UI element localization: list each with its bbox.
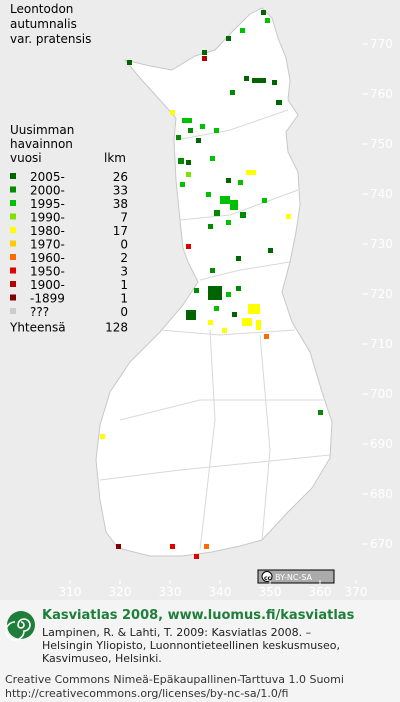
citation: Helsingin Yliopisto, Luonnontieteellinen… bbox=[42, 639, 340, 652]
legend-count: 2 bbox=[120, 251, 128, 265]
y-tick-label: 730 bbox=[370, 237, 393, 251]
legend-header: vuosi bbox=[10, 151, 42, 165]
legend-label: 1990- bbox=[30, 211, 65, 225]
legend-header: Uusimman bbox=[10, 123, 74, 137]
legend-swatch bbox=[10, 294, 16, 301]
y-tick-label: 670 bbox=[370, 537, 393, 551]
legend-label: 1900- bbox=[30, 278, 65, 292]
legend-swatch bbox=[10, 173, 16, 179]
x-tick-label: 360 bbox=[309, 585, 332, 599]
footer-heading: Kasviatlas 2008, www.luomus.fi/kasviatla… bbox=[42, 608, 355, 623]
legend-count: 0 bbox=[120, 305, 128, 319]
license-text: Creative Commons Nimeä-Epäkaupallinen-Ta… bbox=[5, 673, 344, 686]
y-tick-label: 710 bbox=[370, 337, 393, 351]
legend-count: 33 bbox=[113, 184, 128, 198]
x-tick-label: 370 bbox=[345, 585, 368, 599]
legend-count: 26 bbox=[113, 170, 128, 184]
legend-count-header: lkm bbox=[104, 151, 126, 165]
legend-swatch bbox=[10, 281, 16, 287]
region-borders bbox=[99, 109, 331, 551]
legend-label: -1899 bbox=[30, 292, 65, 306]
svg-text:cc: cc bbox=[264, 575, 272, 582]
legend-swatch bbox=[10, 186, 16, 193]
y-tick-label: 740 bbox=[370, 187, 393, 201]
x-tick-label: 330 bbox=[159, 585, 182, 599]
map-title: autumnalis bbox=[10, 17, 77, 31]
legend-swatch bbox=[10, 200, 16, 206]
x-tick-label: 310 bbox=[59, 585, 82, 599]
legend-count: 1 bbox=[120, 292, 128, 306]
y-tick-label: 690 bbox=[370, 437, 393, 451]
footer-bg bbox=[0, 600, 400, 702]
x-tick-label: 320 bbox=[109, 585, 132, 599]
license-badge: BY-NC-SA bbox=[275, 573, 313, 582]
legend-label: 1980- bbox=[30, 224, 65, 238]
license-text: http://creativecommons.org/licenses/by-n… bbox=[5, 687, 288, 700]
map-title: Leontodon bbox=[10, 2, 73, 16]
legend-label: 1950- bbox=[30, 265, 65, 279]
legend-label: 1960- bbox=[30, 251, 65, 265]
legend-swatch bbox=[10, 240, 16, 247]
legend-count: 17 bbox=[113, 224, 128, 238]
legend-swatch bbox=[10, 227, 16, 233]
legend-total: 128 bbox=[105, 321, 128, 335]
observation-squares bbox=[100, 10, 323, 559]
x-tick-label: 350 bbox=[259, 585, 282, 599]
legend-swatch bbox=[10, 267, 16, 274]
legend-label: ??? bbox=[30, 305, 49, 319]
legend-swatch bbox=[10, 213, 16, 220]
citation: Kasvimuseo, Helsinki. bbox=[42, 652, 162, 665]
y-tick-label: 720 bbox=[370, 287, 393, 301]
map-title: var. pratensis bbox=[10, 32, 91, 46]
legend-count: 38 bbox=[113, 197, 128, 211]
legend-total-label: Yhteensä bbox=[9, 321, 66, 335]
legend-label: 2000- bbox=[30, 184, 65, 198]
x-tick-label: 340 bbox=[209, 585, 232, 599]
legend-count: 7 bbox=[120, 211, 128, 225]
legend-label: 2005- bbox=[30, 170, 65, 184]
finland-outline bbox=[95, 7, 333, 557]
y-tick-label: 770 bbox=[370, 37, 393, 51]
y-tick-label: 760 bbox=[370, 87, 393, 101]
y-tick-label: 700 bbox=[370, 387, 393, 401]
legend-swatch bbox=[10, 308, 16, 314]
legend-label: 1970- bbox=[30, 238, 65, 252]
legend-count: 3 bbox=[120, 265, 128, 279]
logo bbox=[5, 611, 35, 641]
legend-swatch bbox=[10, 254, 16, 260]
y-tick-label: 750 bbox=[370, 137, 393, 151]
legend-label: 1995- bbox=[30, 197, 65, 211]
y-tick-label: 680 bbox=[370, 487, 393, 501]
legend-count: 1 bbox=[120, 278, 128, 292]
legend-header: havainnon bbox=[10, 137, 73, 151]
legend-count: 0 bbox=[120, 238, 128, 252]
citation: Lampinen, R. & Lahti, T. 2009: Kasviatla… bbox=[42, 626, 311, 639]
cc-badge: cc BY-NC-SA bbox=[257, 569, 335, 584]
